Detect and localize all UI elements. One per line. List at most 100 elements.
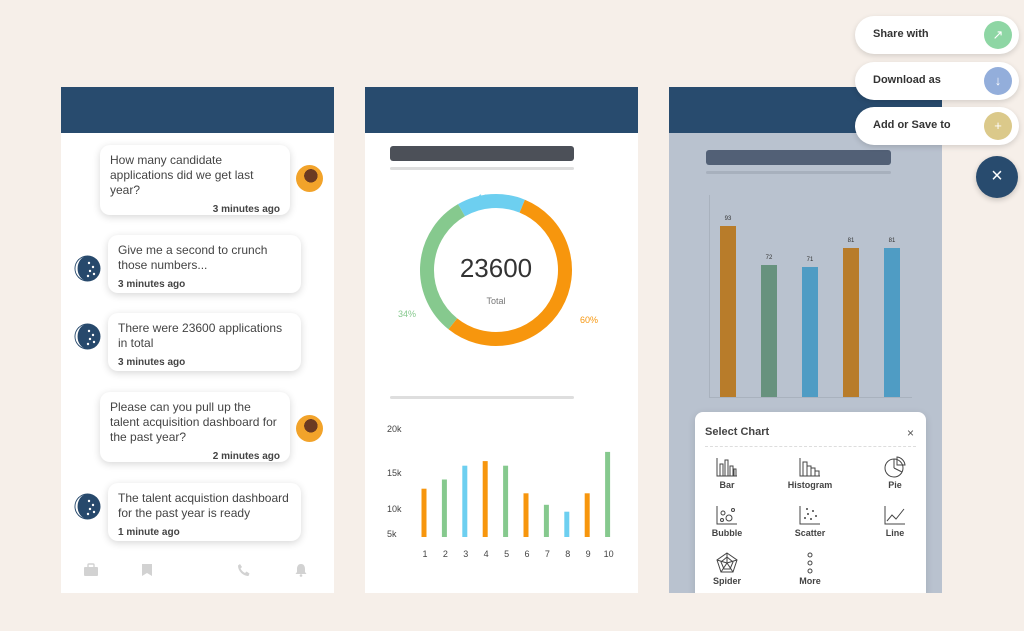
bar [523, 493, 529, 537]
y-tick-label: 20k [387, 424, 402, 434]
dashboard-panel: 23600 Total 16% 34% 60% 20k 15k 10k 5k 1… [365, 87, 638, 593]
dialog-title: Select Chart [705, 426, 770, 438]
donut-segment [420, 204, 466, 330]
chat-panel: How many candidate applications did we g… [61, 87, 334, 593]
share-with-button[interactable]: Share with ↗ [855, 16, 1019, 54]
bar-value-label: 71 [806, 256, 814, 263]
x-tick-label: 1 [422, 549, 428, 559]
action-label: Share with [873, 28, 929, 40]
chart-option-label: Bar [719, 480, 735, 490]
briefcase-icon[interactable] [83, 563, 99, 580]
chart-option-label: Bubble [711, 528, 743, 538]
chart-option-more[interactable]: More [780, 552, 840, 586]
y-tick-label: 10k [387, 504, 402, 514]
spider-chart-icon [715, 552, 739, 574]
arrow-up-right-icon: ↗ [984, 21, 1012, 49]
action-label: Download as [873, 74, 941, 86]
bar [421, 488, 427, 537]
bottom-nav [61, 563, 334, 585]
x-tick-label: 8 [565, 549, 571, 559]
x-tick-label: 7 [544, 549, 550, 559]
bar [503, 465, 509, 537]
bar [802, 266, 818, 397]
chat-message: There were 23600 applications in total 3… [108, 313, 301, 371]
bot-avatar [74, 255, 101, 282]
x-tick-label: 2 [442, 549, 448, 559]
chat-message: How many candidate applications did we g… [100, 145, 290, 215]
message-time: 3 minutes ago [118, 279, 186, 290]
bar [761, 264, 777, 397]
placeholder-title-bar [390, 146, 574, 161]
message-text: How many candidate applications did we g… [110, 153, 254, 197]
bar [884, 248, 900, 397]
x-tick-label: 3 [463, 549, 469, 559]
chat-header [61, 87, 334, 133]
line-chart-icon [883, 504, 907, 526]
select-chart-dialog: Select Chart × Bar Histogram Pie Bubble … [695, 412, 926, 593]
message-text: The talent acquistion dashboard for the … [118, 491, 289, 520]
placeholder-line [390, 396, 574, 399]
chart-option-label: Scatter [794, 528, 826, 538]
message-time: 1 minute ago [118, 527, 180, 538]
bell-icon[interactable] [294, 563, 308, 580]
chart-select-panel: 93 72 71 81 81 Select Chart × Bar Histogram … [669, 87, 942, 593]
x-tick-label: 6 [524, 549, 530, 559]
bar [462, 465, 468, 537]
action-label: Add or Save to [873, 119, 951, 131]
scatter-chart-icon [798, 504, 822, 526]
chat-message: The talent acquistion dashboard for the … [108, 483, 301, 541]
chart-option-pie[interactable]: Pie [865, 456, 925, 490]
y-tick-label: 5k [387, 529, 397, 539]
bar-chart-icon [715, 456, 739, 478]
placeholder-title-bar [706, 150, 891, 165]
add-or-save-to-button[interactable]: Add or Save to + [855, 107, 1019, 145]
donut-label-orange: 60% [580, 315, 599, 325]
bar [584, 493, 590, 537]
bot-avatar [74, 323, 101, 350]
bar-value-label: 81 [888, 238, 896, 245]
chart-option-scatter[interactable]: Scatter [780, 504, 840, 538]
message-time: 2 minutes ago [212, 451, 280, 462]
message-text: Please can you pull up the talent acquis… [110, 400, 277, 444]
message-text: There were 23600 applications in total [118, 321, 283, 350]
chart-option-line[interactable]: Line [865, 504, 925, 538]
donut-chart [420, 194, 572, 346]
bar [843, 248, 859, 397]
bar-value-label: 93 [724, 216, 732, 223]
donut-total-value: 23600 [459, 253, 533, 283]
dialog-divider [705, 446, 916, 447]
close-icon[interactable]: × [976, 156, 1018, 198]
chart-option-bar[interactable]: Bar [697, 456, 757, 490]
more-vertical-icon [798, 552, 822, 574]
placeholder-line [706, 171, 891, 174]
x-tick-label: 9 [585, 549, 591, 559]
phone-icon[interactable] [237, 563, 251, 580]
donut-segment [448, 199, 572, 346]
histogram-icon [798, 456, 822, 478]
bar-chart [421, 451, 611, 537]
bubble-chart-icon [715, 504, 739, 526]
y-tick-label: 15k [387, 468, 402, 478]
chat-message: Please can you pull up the talent acquis… [100, 392, 290, 462]
donut-total-label: Total [486, 296, 506, 306]
placeholder-line [390, 167, 574, 170]
x-tick-label: 10 [603, 549, 614, 559]
bookmark-icon[interactable] [141, 563, 153, 580]
bar [482, 461, 488, 537]
plus-icon: + [984, 112, 1012, 140]
chart-option-label: Pie [888, 480, 902, 490]
close-icon[interactable]: × [906, 426, 914, 440]
donut-label-green: 34% [398, 309, 417, 319]
message-time: 3 minutes ago [212, 204, 280, 215]
arrow-down-icon: ↓ [984, 67, 1012, 95]
chart-option-histogram[interactable]: Histogram [780, 456, 840, 490]
bar [543, 504, 549, 537]
bar [720, 226, 736, 397]
chart-option-spider[interactable]: Spider [697, 552, 757, 586]
chart-option-bubble[interactable]: Bubble [697, 504, 757, 538]
dashboard-header [365, 87, 638, 133]
bar [441, 479, 447, 537]
chat-message: Give me a second to crunch those numbers… [108, 235, 301, 293]
download-as-button[interactable]: Download as ↓ [855, 62, 1019, 100]
donut-label-blue: 16% [478, 193, 497, 203]
